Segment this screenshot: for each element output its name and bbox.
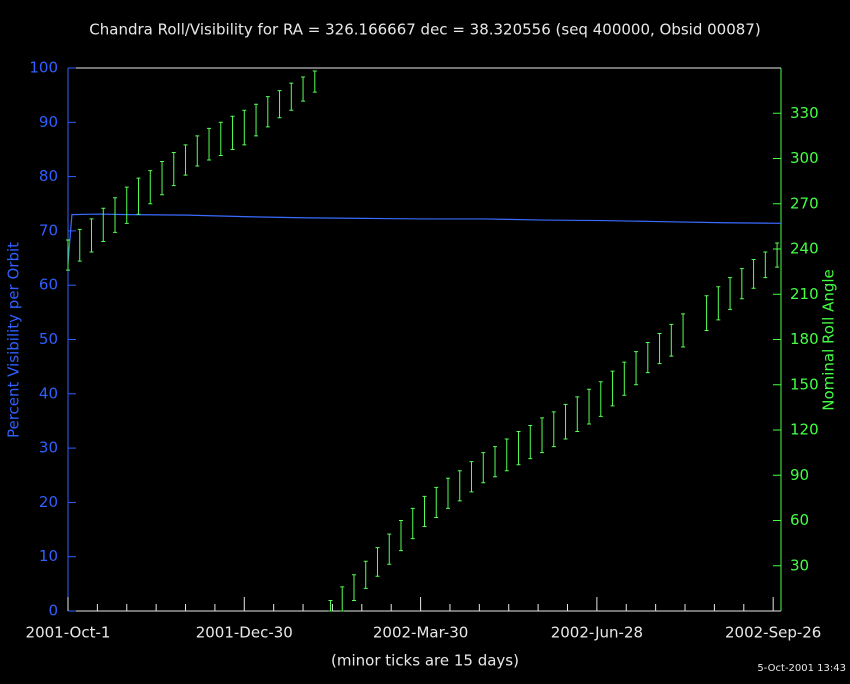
y-tick-label: 30 xyxy=(39,439,58,457)
roll-range-bar xyxy=(328,599,333,612)
roll-range-bar xyxy=(242,109,247,146)
y-tick-label: 50 xyxy=(39,330,58,348)
roll-range-bar xyxy=(89,218,94,253)
roll-range-bar xyxy=(516,431,521,466)
roll-range-bar xyxy=(657,332,662,365)
roll-range-bar xyxy=(171,151,176,187)
y2-tick-label: 330 xyxy=(790,104,819,122)
roll-range-bar xyxy=(312,70,317,93)
y-tick-label: 0 xyxy=(48,602,58,620)
roll-range-bar xyxy=(669,323,674,357)
roll-range-bar xyxy=(704,295,709,331)
roll-range-bar xyxy=(398,520,403,552)
x-tick-label: 2001-Oct-1 xyxy=(26,624,111,642)
y2-tick-label: 180 xyxy=(790,330,819,348)
roll-range-bar xyxy=(575,396,580,433)
x-tick-label: 2001-Dec-30 xyxy=(196,624,293,642)
y2-tick-label: 150 xyxy=(790,375,819,393)
roll-range-bar xyxy=(77,228,82,262)
roll-range-bar xyxy=(351,574,356,601)
roll-range-bar xyxy=(645,342,650,374)
x-tick-label: 2002-Sep-26 xyxy=(725,624,821,642)
roll-range-bar xyxy=(598,381,603,417)
y-tick-label: 90 xyxy=(39,113,58,131)
roll-range-bar xyxy=(375,547,380,577)
roll-range-bar xyxy=(66,239,70,271)
roll-range-bar xyxy=(739,268,744,300)
y2-tick-label: 60 xyxy=(790,511,809,529)
roll-range-bar xyxy=(528,424,533,460)
roll-range-bar xyxy=(254,103,259,137)
roll-range-bar xyxy=(587,388,592,425)
chart-title: Chandra Roll/Visibility for RA = 326.166… xyxy=(89,21,760,39)
y2-axis-label: Nominal Roll Angle xyxy=(820,269,838,411)
roll-range-bar xyxy=(634,351,639,386)
roll-range-bar xyxy=(277,90,282,119)
roll-range-bar xyxy=(716,286,721,321)
roll-range-bar xyxy=(136,177,141,215)
roll-range-bar xyxy=(363,560,368,589)
y-tick-label: 40 xyxy=(39,384,58,402)
roll-range-bar xyxy=(622,361,627,396)
y2-tick-label: 90 xyxy=(790,466,809,484)
roll-range-bar xyxy=(563,403,568,440)
roll-range-bar xyxy=(457,470,462,502)
roll-range-bar xyxy=(207,127,212,161)
roll-range-bar xyxy=(728,277,733,310)
roll-range-bar xyxy=(230,115,235,150)
roll-range-bar xyxy=(387,533,392,565)
footer: 5-Oct-2001 13:43 xyxy=(757,663,846,674)
roll-range-bar xyxy=(751,259,756,289)
x-tick-label: 2002-Jun-28 xyxy=(551,624,643,642)
y-tick-label: 70 xyxy=(39,221,58,239)
roll-range-bar xyxy=(195,135,200,167)
roll-range-bar xyxy=(551,411,556,448)
y-tick-label: 80 xyxy=(39,167,58,185)
roll-range-bar xyxy=(446,477,451,509)
y-axis-label: Percent Visibility per Orbit xyxy=(5,242,23,438)
roll-range-bar xyxy=(469,461,474,493)
roll-range-bar xyxy=(434,486,439,518)
roll-range-bar xyxy=(763,251,768,279)
roll-range-bar xyxy=(148,170,153,205)
y2-tick-label: 30 xyxy=(790,556,809,574)
roll-range-bar xyxy=(504,438,509,472)
y2-tick-label: 240 xyxy=(790,240,819,258)
roll-range-bar xyxy=(481,452,486,484)
y2-tick-label: 120 xyxy=(790,421,819,439)
roll-range-bar xyxy=(289,82,294,111)
roll-range-bar xyxy=(410,507,415,540)
roll-range-bar xyxy=(681,313,686,348)
y2-tick-label: 210 xyxy=(790,285,819,303)
roll-range-bar xyxy=(183,144,188,176)
roll-range-bar xyxy=(124,186,129,224)
x-axis-label: (minor ticks are 15 days) xyxy=(331,652,519,670)
y-tick-label: 100 xyxy=(29,59,58,77)
y2-tick-label: 300 xyxy=(790,149,819,167)
roll-range-bar xyxy=(101,207,106,242)
roll-range-bar xyxy=(160,161,165,196)
y-tick-label: 60 xyxy=(39,276,58,294)
visibility-line xyxy=(67,213,782,264)
y-tick-label: 20 xyxy=(39,493,58,511)
y-tick-label: 10 xyxy=(39,547,58,565)
roll-range-bar xyxy=(301,76,306,102)
roll-range-bar xyxy=(218,121,223,156)
roll-range-bar xyxy=(540,417,545,454)
roll-range-bar xyxy=(422,495,427,528)
roll-range-bar xyxy=(340,586,345,612)
y2-tick-label: 270 xyxy=(790,194,819,212)
roll-range-bar xyxy=(265,96,270,128)
roll-range-bar xyxy=(610,370,615,407)
roll-range-bar xyxy=(775,242,780,268)
roll-range-bar xyxy=(493,446,498,478)
x-tick-label: 2002-Mar-30 xyxy=(373,624,468,642)
roll-range-bar xyxy=(113,197,118,233)
